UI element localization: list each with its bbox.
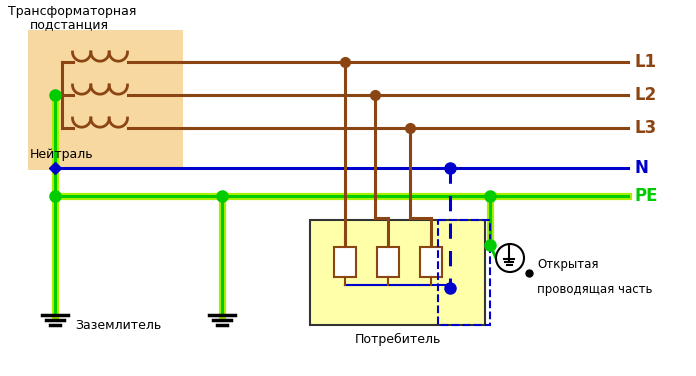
Bar bbox=[334, 247, 356, 277]
Text: L3: L3 bbox=[634, 119, 656, 137]
Text: проводящая часть: проводящая часть bbox=[537, 283, 653, 296]
Text: PE: PE bbox=[634, 187, 658, 205]
FancyBboxPatch shape bbox=[310, 220, 485, 325]
Text: Заземлитель: Заземлитель bbox=[75, 319, 161, 332]
Text: L1: L1 bbox=[634, 53, 656, 71]
Bar bbox=[377, 247, 399, 277]
Text: Открытая: Открытая bbox=[537, 258, 599, 271]
Bar bbox=[420, 247, 442, 277]
Text: N: N bbox=[634, 159, 648, 177]
FancyBboxPatch shape bbox=[28, 30, 183, 170]
Text: подстанция: подстанция bbox=[30, 18, 109, 31]
Text: Нейтраль: Нейтраль bbox=[30, 148, 94, 161]
Circle shape bbox=[496, 244, 524, 272]
Text: Потребитель: Потребитель bbox=[354, 333, 441, 346]
Text: L2: L2 bbox=[634, 86, 656, 104]
Text: Трансформаторная: Трансформаторная bbox=[8, 5, 136, 18]
